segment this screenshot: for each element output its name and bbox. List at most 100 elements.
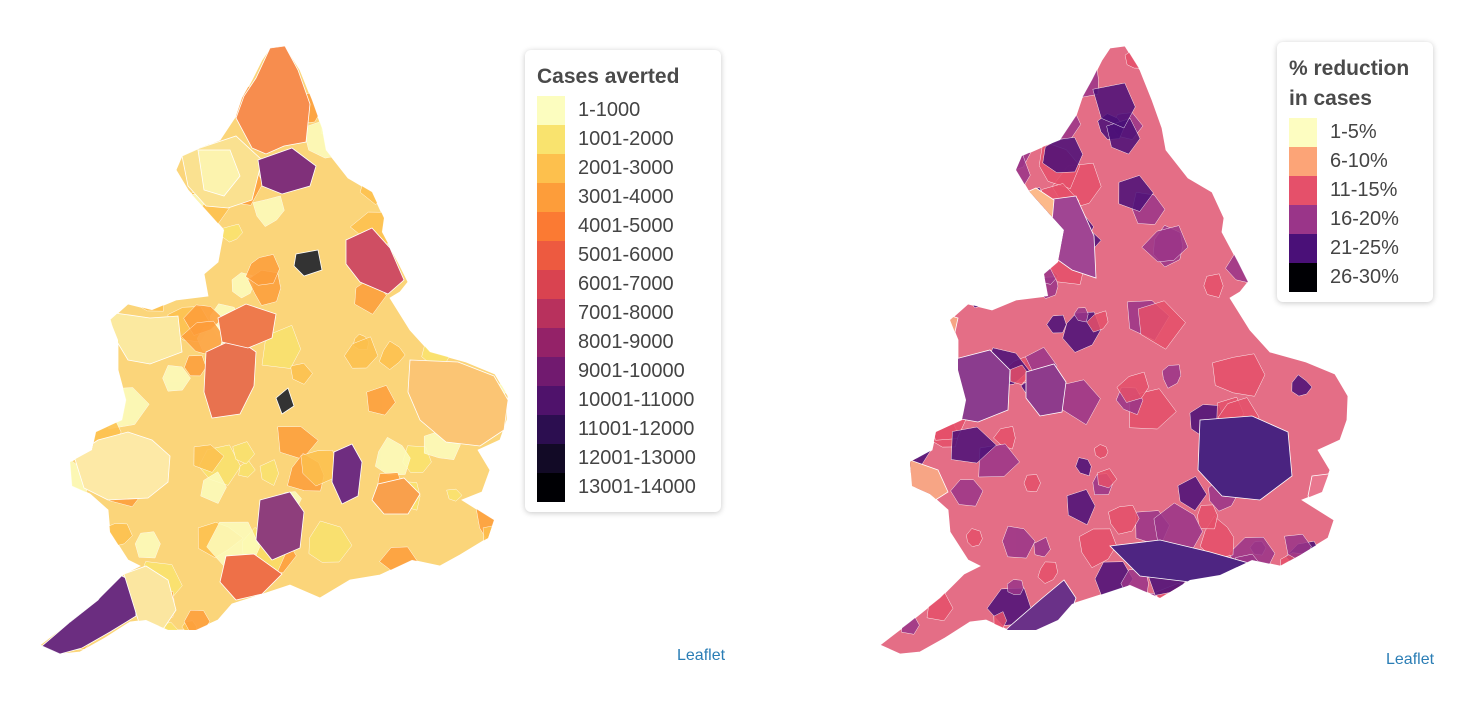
- district-region[interactable]: [333, 76, 378, 113]
- district-region[interactable]: [138, 119, 182, 157]
- region-cumbria-lakes[interactable]: [197, 149, 241, 197]
- district-region[interactable]: [378, 167, 428, 211]
- district-region[interactable]: [1303, 594, 1320, 613]
- district-region[interactable]: [483, 583, 519, 613]
- district-region[interactable]: [413, 76, 435, 97]
- region-leeds-yellow[interactable]: [909, 227, 951, 277]
- district-region[interactable]: [143, 215, 172, 247]
- region-east-anglia-dark[interactable]: [1352, 346, 1456, 450]
- district-region[interactable]: [61, 317, 110, 367]
- district-region[interactable]: [963, 280, 992, 309]
- district-region[interactable]: [1106, 118, 1141, 155]
- region-northumberland[interactable]: [923, 34, 991, 141]
- district-region[interactable]: [98, 187, 146, 233]
- district-region[interactable]: [1010, 364, 1030, 385]
- district-region[interactable]: [893, 253, 939, 292]
- district-region[interactable]: [985, 173, 1016, 198]
- district-region[interactable]: [476, 304, 502, 327]
- region-london[interactable]: [371, 477, 421, 515]
- district-region[interactable]: [99, 166, 151, 217]
- district-region[interactable]: [1078, 528, 1117, 569]
- cases-averted-map-canvas[interactable]: [0, 0, 740, 704]
- district-region[interactable]: [899, 571, 921, 595]
- district-region[interactable]: [321, 103, 359, 136]
- region-durham-cluster[interactable]: [257, 147, 317, 195]
- region-wales-west-purple[interactable]: [1025, 363, 1067, 417]
- district-region[interactable]: [126, 192, 159, 217]
- district-region[interactable]: [1212, 353, 1266, 397]
- district-region[interactable]: [487, 471, 519, 507]
- region-dorset[interactable]: [219, 553, 283, 601]
- district-region[interactable]: [387, 610, 418, 639]
- district-region[interactable]: [1006, 579, 1024, 595]
- district-region[interactable]: [334, 66, 376, 109]
- district-region[interactable]: [302, 618, 331, 648]
- district-region[interactable]: [1337, 327, 1366, 358]
- district-region[interactable]: [457, 227, 484, 255]
- district-region[interactable]: [997, 70, 1016, 94]
- district-region[interactable]: [366, 385, 396, 416]
- district-region[interactable]: [482, 521, 537, 567]
- district-region[interactable]: [300, 449, 339, 487]
- district-region[interactable]: [245, 254, 280, 286]
- district-region[interactable]: [403, 158, 446, 195]
- district-region[interactable]: [1176, 615, 1223, 660]
- district-region[interactable]: [145, 161, 161, 181]
- district-region[interactable]: [138, 77, 173, 109]
- district-region[interactable]: [407, 122, 433, 145]
- region-east-yorkshire[interactable]: [345, 227, 405, 295]
- district-region[interactable]: [1092, 82, 1136, 129]
- region-york-dark[interactable]: [293, 249, 323, 277]
- district-region[interactable]: [1075, 457, 1092, 477]
- district-region[interactable]: [232, 441, 255, 465]
- district-region[interactable]: [930, 372, 949, 388]
- district-region[interactable]: [434, 158, 466, 185]
- region-isle-of-wight[interactable]: [1239, 577, 1273, 597]
- district-region[interactable]: [1169, 609, 1218, 649]
- district-region[interactable]: [1177, 476, 1207, 511]
- district-region[interactable]: [1350, 598, 1368, 618]
- region-northumberland[interactable]: [235, 46, 311, 155]
- district-region[interactable]: [1007, 238, 1027, 258]
- district-region[interactable]: [503, 247, 524, 266]
- district-region[interactable]: [182, 242, 208, 268]
- district-region[interactable]: [1152, 79, 1179, 105]
- district-region[interactable]: [1118, 175, 1154, 212]
- district-region[interactable]: [993, 426, 1016, 450]
- district-region[interactable]: [493, 136, 529, 180]
- district-region[interactable]: [344, 336, 379, 369]
- region-manchester-orange[interactable]: [889, 261, 949, 307]
- district-region[interactable]: [1108, 505, 1140, 535]
- district-region[interactable]: [1162, 364, 1182, 389]
- region-wales-north[interactable]: [107, 311, 183, 365]
- district-region[interactable]: [108, 61, 127, 81]
- district-region[interactable]: [1215, 615, 1257, 651]
- district-region[interactable]: [914, 542, 945, 574]
- district-region[interactable]: [446, 488, 463, 502]
- region-cambridge-purple[interactable]: [331, 443, 363, 505]
- district-region[interactable]: [1066, 489, 1096, 526]
- leaflet-attribution-link[interactable]: Leaflet: [1386, 651, 1435, 668]
- district-region[interactable]: [375, 575, 414, 612]
- district-region[interactable]: [993, 611, 1007, 630]
- region-midlands-purple[interactable]: [933, 349, 1011, 423]
- district-region[interactable]: [363, 170, 384, 190]
- district-region[interactable]: [1046, 314, 1067, 334]
- district-region[interactable]: [46, 181, 74, 206]
- district-region[interactable]: [1118, 594, 1138, 615]
- region-durham-orange[interactable]: [923, 141, 967, 193]
- leaflet-attribution-link[interactable]: Leaflet: [677, 647, 726, 664]
- district-region[interactable]: [71, 347, 105, 385]
- district-region[interactable]: [390, 46, 431, 85]
- district-region[interactable]: [906, 399, 924, 418]
- district-region[interactable]: [1179, 62, 1231, 105]
- district-region[interactable]: [1141, 225, 1189, 263]
- district-region[interactable]: [1203, 273, 1224, 298]
- district-region[interactable]: [295, 618, 331, 655]
- district-region[interactable]: [1276, 615, 1294, 632]
- region-devon[interactable]: [123, 565, 177, 629]
- district-region[interactable]: [457, 104, 483, 132]
- district-region[interactable]: [1023, 474, 1041, 492]
- region-wales-north-orange[interactable]: [880, 305, 959, 353]
- district-region[interactable]: [96, 213, 114, 230]
